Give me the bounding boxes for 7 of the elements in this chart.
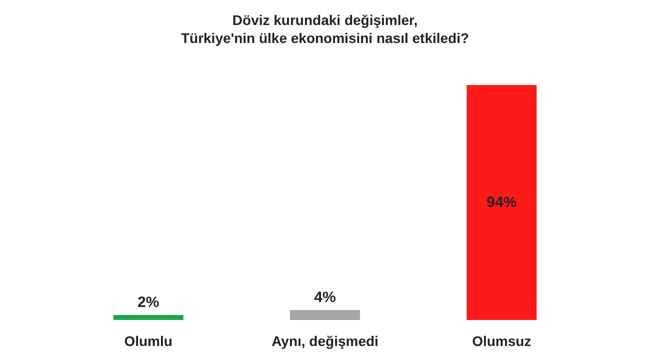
x-tick-label: Olumlu: [124, 333, 172, 349]
data-label: 94%: [486, 194, 517, 211]
chart-title: Döviz kurundaki değişimler, Türkiye'nin ülke ekonomisini nasıl etkiledi?: [180, 12, 470, 46]
data-label: 2%: [137, 294, 160, 311]
x-tick-label: Aynı, değişmedi: [272, 333, 378, 349]
x-tick-label: Olumsuz: [472, 333, 532, 349]
data-label: 4%: [314, 289, 336, 306]
